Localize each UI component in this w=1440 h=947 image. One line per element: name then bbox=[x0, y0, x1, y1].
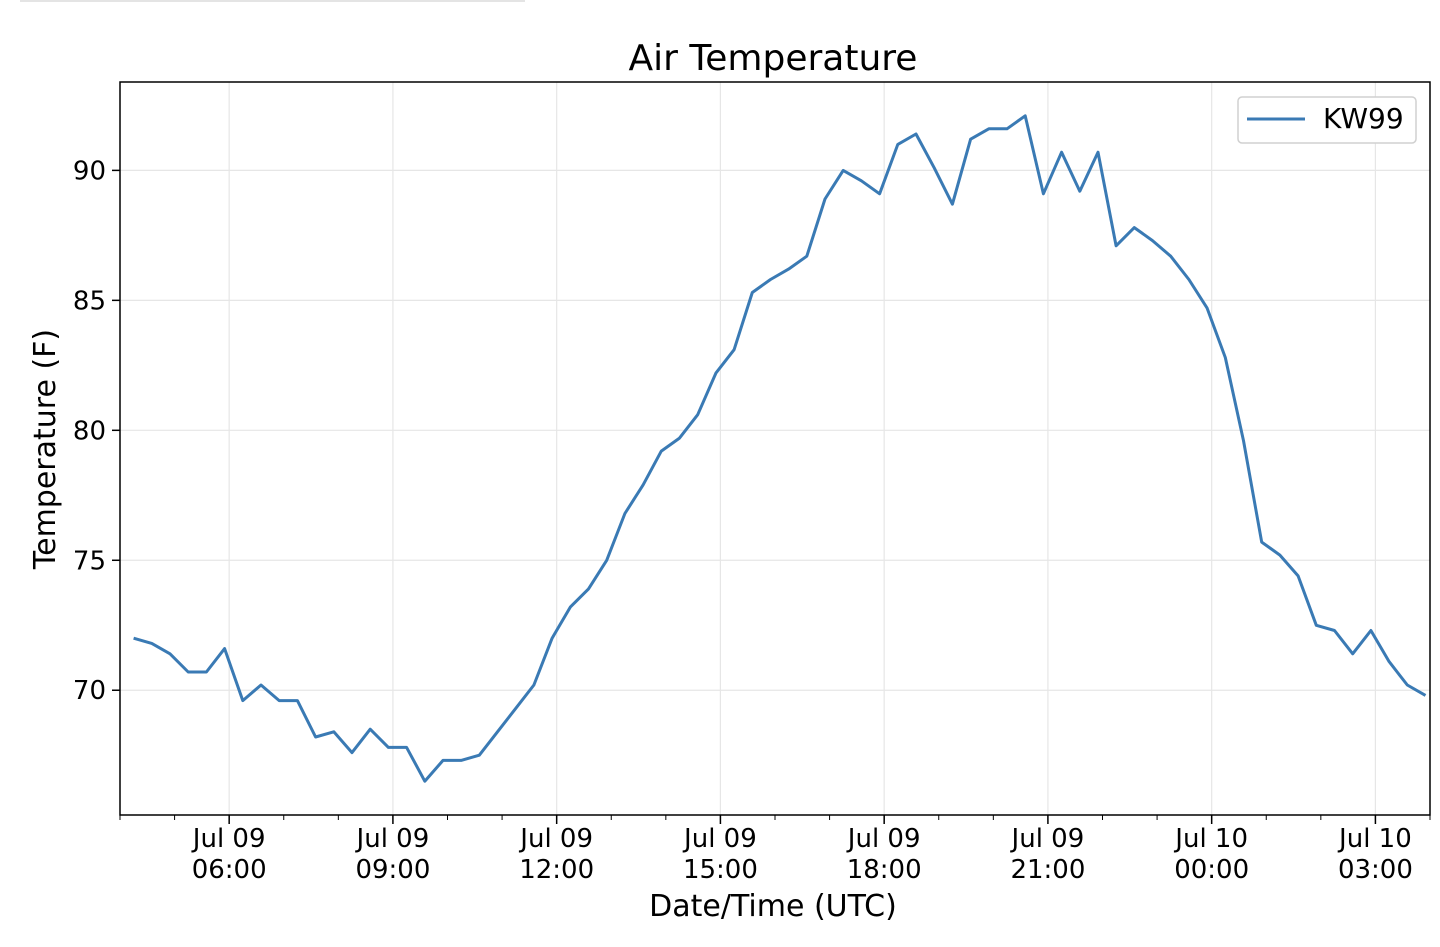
y-tick-label: 75 bbox=[73, 546, 106, 576]
x-tick-label-time: 21:00 bbox=[1010, 855, 1085, 885]
series-line-kw99 bbox=[133, 114, 1427, 783]
plot-frame bbox=[119, 81, 1431, 816]
x-tick-label-time: 03:00 bbox=[1338, 855, 1413, 885]
x-tick-label-date: Jul 10 bbox=[1173, 824, 1248, 854]
y-tick-label: 80 bbox=[73, 416, 106, 446]
y-tick-label: 85 bbox=[73, 286, 106, 316]
x-tick-label-date: Jul 10 bbox=[1337, 824, 1412, 854]
grid-lines bbox=[120, 82, 1430, 815]
legend-box bbox=[1237, 96, 1417, 144]
x-axis-label: Date/Time (UTC) bbox=[649, 889, 897, 924]
chart-title: Air Temperature bbox=[629, 38, 918, 79]
y-axis: 70 75 80 85 90 bbox=[73, 156, 120, 706]
x-tick-label-time: 00:00 bbox=[1174, 855, 1249, 885]
x-tick-label-time: 09:00 bbox=[355, 855, 430, 885]
x-tick-label-time: 12:00 bbox=[519, 855, 594, 885]
x-tick-label-time: 18:00 bbox=[847, 855, 922, 885]
series-layer bbox=[133, 114, 1427, 783]
legend: KW99 bbox=[1237, 96, 1417, 144]
y-tick-label: 70 bbox=[73, 676, 106, 706]
top-divider bbox=[20, 0, 525, 2]
legend-label-kw99: KW99 bbox=[1323, 102, 1404, 135]
x-tick-label-date: Jul 09 bbox=[1010, 824, 1085, 854]
x-tick-label-time: 06:00 bbox=[192, 855, 267, 885]
x-tick-label-date: Jul 09 bbox=[191, 824, 266, 854]
x-tick-label-date: Jul 09 bbox=[355, 824, 430, 854]
y-axis-label: Temperature (F) bbox=[28, 329, 63, 570]
x-tick-label-date: Jul 09 bbox=[518, 824, 593, 854]
x-tick-label-time: 15:00 bbox=[683, 855, 758, 885]
y-tick-label: 90 bbox=[73, 156, 106, 186]
x-tick-label-date: Jul 09 bbox=[846, 824, 921, 854]
x-tick-label-date: Jul 09 bbox=[682, 824, 757, 854]
